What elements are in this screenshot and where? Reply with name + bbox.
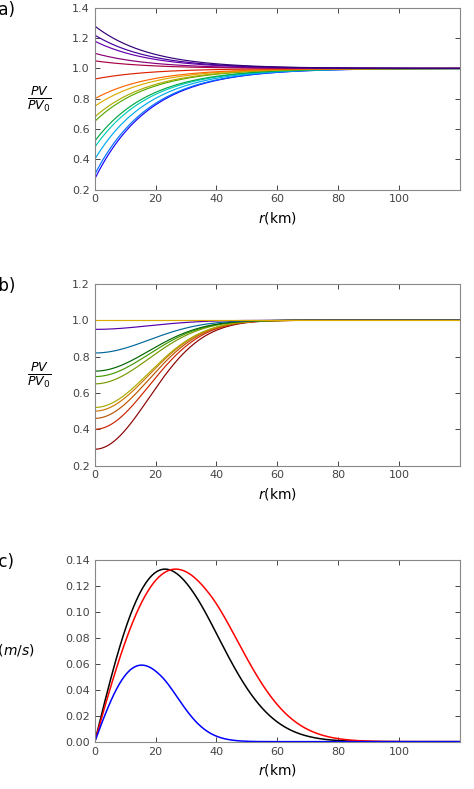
- X-axis label: $r$(km): $r$(km): [258, 210, 297, 226]
- Y-axis label: $\frac{PV}{PV_0}$: $\frac{PV}{PV_0}$: [27, 360, 51, 390]
- Y-axis label: $|v_\theta|(m/s)$: $|v_\theta|(m/s)$: [0, 641, 35, 660]
- X-axis label: $r$(km): $r$(km): [258, 762, 297, 778]
- Text: (b): (b): [0, 277, 16, 295]
- Y-axis label: $\frac{PV}{PV_0}$: $\frac{PV}{PV_0}$: [27, 84, 51, 114]
- Text: (a): (a): [0, 1, 16, 19]
- Text: (c): (c): [0, 553, 15, 570]
- X-axis label: $r$(km): $r$(km): [258, 486, 297, 502]
